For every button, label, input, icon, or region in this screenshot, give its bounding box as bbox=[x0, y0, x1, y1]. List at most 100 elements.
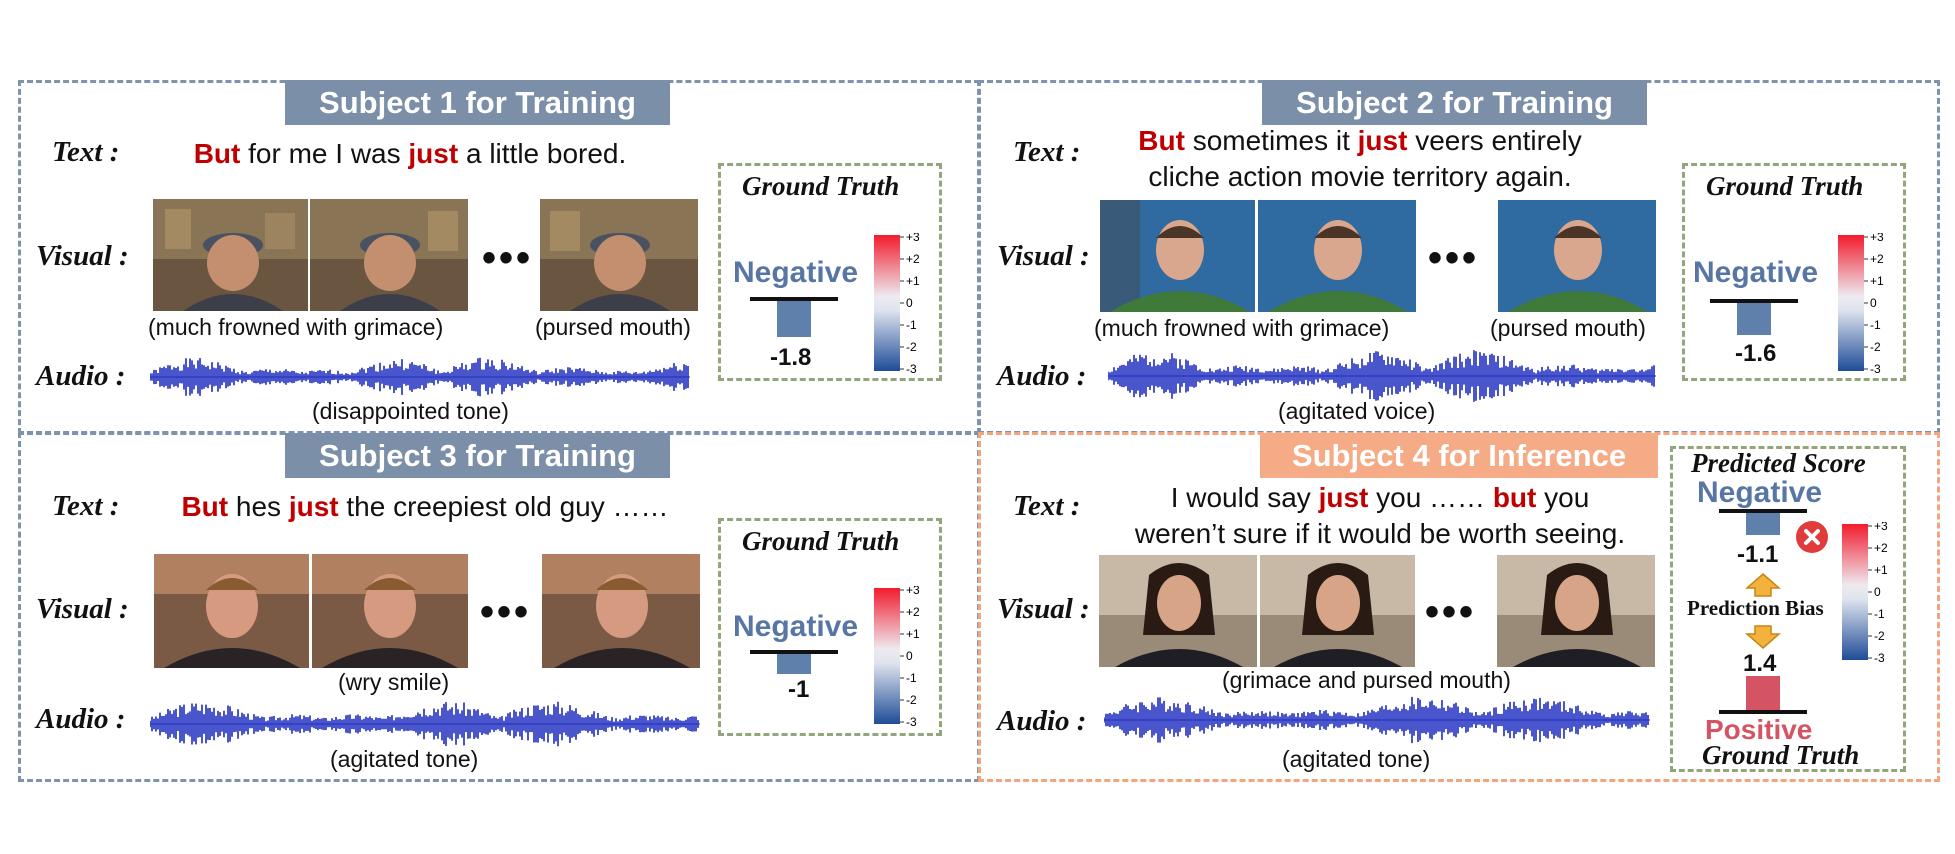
prediction-bias-label: Prediction Bias bbox=[1687, 596, 1824, 620]
video-frame-3 bbox=[542, 554, 700, 668]
colorbar-tick-label: 0 bbox=[906, 649, 913, 663]
score-colorbar: +3 +2 +1 0 -1 -2 -3 bbox=[872, 230, 936, 376]
score-colorbar: +3 +2 +1 0 -1 -2 -3 bbox=[1836, 230, 1900, 376]
wrong-prediction-icon bbox=[1796, 521, 1828, 553]
colorbar-tick-label: +1 bbox=[906, 627, 920, 641]
ground-truth-box bbox=[718, 163, 942, 381]
sentence-text: the creepiest old guy …… bbox=[338, 491, 669, 522]
video-frame-2 bbox=[310, 199, 468, 311]
audio-caption: (agitated tone) bbox=[1282, 746, 1431, 772]
video-frame-3 bbox=[540, 199, 698, 311]
text-row-label: Text : bbox=[52, 490, 120, 522]
prediction-box bbox=[1670, 446, 1906, 772]
visual-caption-left: (much frowned with grimace) bbox=[1094, 315, 1390, 341]
subject-3-title: Subject 3 for Training bbox=[285, 433, 670, 478]
predicted-bar bbox=[1719, 509, 1807, 535]
audio-row-label: Audio : bbox=[36, 360, 126, 392]
colorbar-tick-label: -3 bbox=[1874, 651, 1885, 662]
audio-waveform bbox=[150, 357, 690, 397]
text-row-label: Text : bbox=[52, 136, 120, 168]
video-frame-2 bbox=[312, 554, 468, 668]
subject-4-sentence: I would say just you …… but you weren’t … bbox=[1110, 480, 1650, 552]
video-frame-2 bbox=[1260, 555, 1415, 667]
colorbar-tick-label: +2 bbox=[1874, 541, 1888, 555]
audio-waveform bbox=[1108, 350, 1656, 402]
colorbar-tick-label: -2 bbox=[906, 340, 917, 354]
colorbar-tick-label: +2 bbox=[906, 605, 920, 619]
video-frame-1 bbox=[1100, 200, 1255, 312]
colorbar-tick-label: -3 bbox=[906, 362, 917, 373]
ground-truth-value: -1 bbox=[788, 676, 810, 703]
visual-row-label: Visual : bbox=[997, 593, 1090, 625]
arrow-up-icon bbox=[1745, 573, 1781, 597]
visual-caption: (wry smile) bbox=[338, 669, 450, 695]
ground-truth-title: Ground Truth bbox=[742, 171, 900, 201]
video-frame-1 bbox=[154, 554, 309, 668]
sentiment-label: Negative bbox=[1693, 256, 1819, 289]
colorbar-tick-label: +1 bbox=[906, 274, 920, 288]
audio-row-label: Audio : bbox=[997, 705, 1087, 737]
colorbar-tick-label: +2 bbox=[1870, 252, 1884, 266]
colorbar-tick-label: 0 bbox=[1870, 296, 1877, 310]
text-row-label: Text : bbox=[1013, 136, 1081, 168]
colorbar-tick-label: -1 bbox=[1874, 607, 1885, 621]
audio-waveform bbox=[1104, 696, 1650, 744]
sentence-text: you …… bbox=[1368, 482, 1493, 513]
ground-truth-value: -1.6 bbox=[1735, 340, 1777, 367]
subject-4-title: Subject 4 for Inference bbox=[1260, 433, 1658, 478]
video-frame-3 bbox=[1497, 555, 1655, 667]
colorbar-tick-label: +3 bbox=[1870, 233, 1884, 244]
ground-truth-bar bbox=[1710, 299, 1798, 335]
ground-truth-sentiment: Positive bbox=[1705, 714, 1813, 745]
score-colorbar: +3 +2 +1 0 -1 -2 -3 bbox=[872, 583, 936, 729]
colorbar-tick-label: +3 bbox=[906, 233, 920, 244]
visual-caption-left: (much frowned with grimace) bbox=[148, 314, 444, 340]
sentence-text: you bbox=[1536, 482, 1590, 513]
audio-row-label: Audio : bbox=[997, 360, 1087, 392]
predicted-score-title: Predicted Score bbox=[1691, 448, 1866, 478]
subject-1-sentence: But for me I was just a little bored. bbox=[140, 136, 680, 172]
colorbar-tick-label: -2 bbox=[906, 693, 917, 707]
colorbar-tick-label: -1 bbox=[906, 671, 917, 685]
sentence-text: cliche action movie territory again. bbox=[1148, 161, 1572, 192]
video-frame-2 bbox=[1258, 200, 1416, 312]
visual-caption-right: (pursed mouth) bbox=[1490, 315, 1646, 341]
ground-truth-box bbox=[1682, 163, 1906, 381]
colorbar-tick-label: 0 bbox=[1874, 585, 1881, 599]
ground-truth-title: Ground Truth bbox=[742, 526, 900, 556]
keyword: just bbox=[1318, 482, 1369, 513]
keyword: But bbox=[181, 491, 229, 522]
colorbar-tick-label: +1 bbox=[1874, 563, 1888, 577]
video-frame-1 bbox=[1099, 555, 1257, 667]
sentence-text: I would say bbox=[1170, 482, 1319, 513]
colorbar-tick-label: -2 bbox=[1870, 340, 1881, 354]
ground-truth-bar bbox=[1719, 676, 1807, 714]
colorbar-tick-label: 0 bbox=[906, 296, 913, 310]
predicted-value: -1.1 bbox=[1737, 541, 1779, 568]
subject-1-title: Subject 1 for Training bbox=[285, 80, 670, 125]
ellipsis: ••• bbox=[1428, 236, 1480, 280]
visual-row-label: Visual : bbox=[36, 593, 129, 625]
sentence-text: for me I was bbox=[240, 138, 409, 169]
sentiment-label: Negative bbox=[733, 610, 859, 643]
score-colorbar: +3 +2 +1 0 -1 -2 -3 bbox=[1840, 519, 1904, 665]
colorbar-tick-label: +3 bbox=[906, 586, 920, 597]
audio-caption: (agitated voice) bbox=[1278, 398, 1436, 424]
colorbar-tick-label: -1 bbox=[906, 318, 917, 332]
predicted-sentiment-label: Negative bbox=[1697, 476, 1823, 509]
ground-truth-box bbox=[718, 518, 942, 736]
ground-truth-title: Ground Truth bbox=[1706, 171, 1864, 201]
colorbar-tick-label: +1 bbox=[1870, 274, 1884, 288]
keyword: just bbox=[408, 138, 459, 169]
sentence-text: weren’t sure if it would be worth seeing… bbox=[1134, 518, 1626, 549]
ellipsis: ••• bbox=[1425, 590, 1477, 634]
text-row-label: Text : bbox=[1013, 490, 1081, 522]
arrow-down-icon bbox=[1745, 625, 1781, 649]
colorbar-tick-label: -3 bbox=[1870, 362, 1881, 373]
ground-truth-bar bbox=[750, 650, 838, 674]
sentence-text: a little bored. bbox=[458, 138, 627, 169]
audio-waveform bbox=[150, 701, 700, 747]
keyword: but bbox=[1492, 482, 1537, 513]
video-frame-3 bbox=[1498, 200, 1656, 312]
keyword: just bbox=[288, 491, 339, 522]
